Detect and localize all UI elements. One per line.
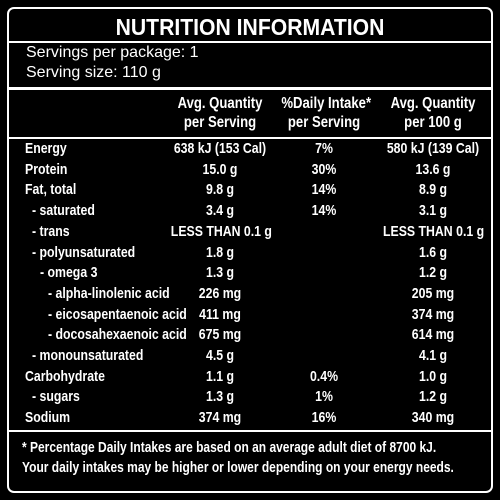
rule	[9, 87, 491, 90]
header-cell: Avg. Quantity	[390, 95, 476, 112]
rule	[9, 430, 491, 432]
servings-line: Servings per package: 1	[26, 44, 199, 61]
cell: 13.6 g	[415, 160, 451, 178]
cell: 0.4%	[309, 367, 339, 385]
cell: 1.3 g	[205, 264, 235, 282]
row-label: - saturated	[32, 202, 95, 220]
cell: 675 mg	[198, 326, 242, 344]
label-border	[7, 7, 493, 493]
table-row: Energy 638 kJ (153 Cal) 7% 580 kJ (139 Cal)	[0, 140, 500, 160]
cell: 9.8 g	[205, 181, 235, 199]
cell: 1.8 g	[205, 243, 235, 261]
row-label: - docosahexaenoic acid	[48, 326, 187, 344]
cell: LESS THAN 0.1 g	[382, 222, 485, 240]
row-label: - alpha-linolenic acid	[48, 284, 170, 302]
cell: 3.1 g	[418, 202, 448, 220]
table-row: - trans LESS THAN 0.1 g LESS THAN 0.1 g	[0, 223, 500, 243]
cell: 14%	[311, 202, 337, 220]
cell: 1.2 g	[418, 264, 448, 282]
table-row: - polyunsaturated 1.8 g 1.6 g	[0, 244, 500, 264]
cell: 4.1 g	[418, 347, 448, 364]
row-label: - sugars	[32, 388, 80, 406]
row-label: - monounsaturated	[32, 347, 144, 364]
table-row: Fat, total 9.8 g 14% 8.9 g	[0, 181, 500, 201]
header-cell: Avg. Quantity	[177, 95, 263, 112]
table-row: - saturated 3.4 g 14% 3.1 g	[0, 202, 500, 222]
cell: 15.0 g	[202, 160, 238, 178]
cell: 374 mg	[198, 409, 242, 427]
rule	[9, 137, 491, 139]
cell: 16%	[311, 409, 337, 427]
cell: LESS THAN 0.1 g	[170, 222, 272, 240]
cell: 3.4 g	[205, 202, 235, 220]
cell: 30%	[311, 160, 337, 178]
row-label: Sodium	[25, 409, 71, 427]
cell: 1.3 g	[205, 388, 235, 406]
cell: 580 kJ (139 Cal)	[386, 140, 480, 157]
table-row: - omega 3 1.3 g 1.2 g	[0, 264, 500, 284]
cell: 205 mg	[411, 284, 455, 302]
table-row: - alpha-linolenic acid 226 mg 205 mg	[0, 285, 500, 305]
row-label: - omega 3	[40, 264, 98, 282]
table-row: Protein 15.0 g 30% 13.6 g	[0, 161, 500, 181]
cell: 638 kJ (153 Cal)	[173, 140, 267, 157]
footnote: Your daily intakes may be higher or lowe…	[22, 459, 454, 476]
cell: 340 mg	[411, 409, 455, 427]
row-label: - eicosapentaenoic acid	[48, 305, 187, 323]
cell: 374 mg	[411, 305, 455, 323]
row-label: Carbohydrate	[25, 367, 105, 385]
rule	[9, 41, 491, 43]
cell: 1%	[315, 388, 333, 406]
row-label: - trans	[32, 222, 70, 240]
servings-line: Serving size: 110 g	[26, 64, 161, 81]
table-row: Sodium 374 mg 16% 340 mg	[0, 409, 500, 429]
table-row: - eicosapentaenoic acid 411 mg 374 mg	[0, 306, 500, 326]
cell: 411 mg	[199, 305, 241, 323]
row-label: Protein	[25, 160, 68, 178]
cell: 14%	[311, 181, 337, 199]
cell: 7%	[315, 140, 333, 157]
row-label: Fat, total	[25, 181, 77, 199]
cell: 4.5 g	[205, 347, 235, 364]
cell: 1.1 g	[205, 367, 235, 385]
header-cell: %Daily Intake*	[281, 95, 372, 112]
cell: 8.9 g	[418, 181, 448, 199]
header-cell: per Serving	[287, 114, 361, 131]
table-row: Carbohydrate 1.1 g 0.4% 1.0 g	[0, 368, 500, 388]
title: NUTRITION INFORMATION	[115, 14, 385, 40]
cell: 1.0 g	[418, 367, 448, 385]
table-row: - sugars 1.3 g 1% 1.2 g	[0, 388, 500, 408]
footnote: * Percentage Daily Intakes are based on …	[22, 439, 437, 456]
header-cell: per 100 g	[404, 114, 462, 131]
cell: 614 mg	[411, 326, 455, 344]
row-label: - polyunsaturated	[32, 243, 136, 261]
header-cell: per Serving	[183, 114, 257, 131]
cell: 226 mg	[198, 284, 242, 302]
row-label: Energy	[25, 140, 67, 157]
table-row: - docosahexaenoic acid 675 mg 614 mg	[0, 326, 500, 346]
cell: 1.6 g	[418, 243, 448, 261]
cell: 1.2 g	[418, 388, 448, 406]
table-row: - monounsaturated 4.5 g 4.1 g	[0, 347, 500, 367]
